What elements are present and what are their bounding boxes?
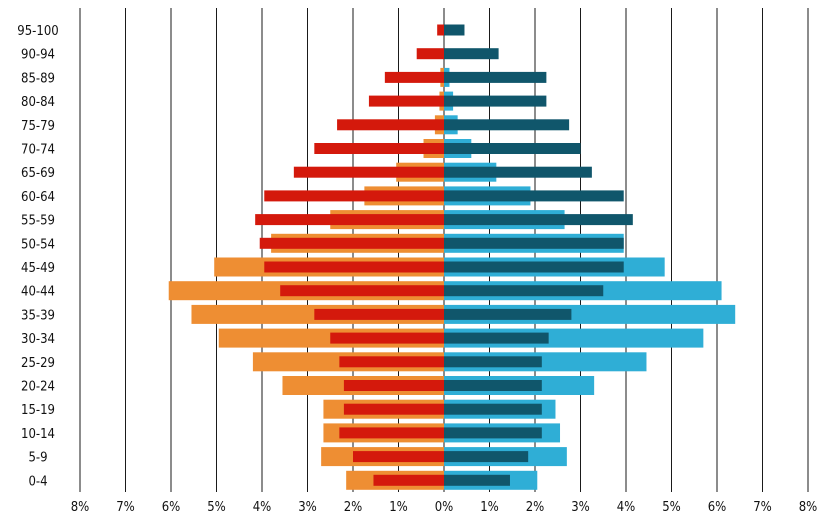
age-group-label: 35-39: [21, 308, 55, 323]
age-group-label: 75-79: [21, 119, 55, 134]
age-group-label: 5-9: [28, 451, 47, 466]
bar-right-narrow-95-100: [444, 24, 465, 36]
bar-left-narrow-75-79: [337, 119, 444, 131]
bar-right-narrow-85-89: [444, 71, 547, 83]
bar-left-narrow-45-49: [264, 261, 444, 273]
age-group-labels: 95-100 90-94 85-89 80-84 75-79 70-74 65-69 60-6…: [17, 24, 58, 489]
x-tick-label: 0%: [435, 500, 454, 515]
bar-right-narrow-20-24: [444, 380, 542, 391]
bar-left-narrow-25-29: [339, 356, 444, 368]
age-group-label: 10-14: [21, 427, 55, 442]
bar-right-narrow-45-49: [444, 261, 624, 273]
age-group-label: 65-69: [21, 166, 55, 181]
bar-right-narrow-10-14: [444, 427, 542, 439]
x-tick-label: 1%: [389, 500, 408, 515]
x-tick-label: 8%: [799, 500, 818, 515]
age-group-label: 40-44: [21, 285, 55, 300]
bar-left-narrow-80-84: [368, 95, 444, 107]
bar-right-narrow-25-29: [444, 356, 542, 368]
x-tick-label: 5%: [662, 500, 681, 515]
x-tick-label: 8%: [71, 500, 90, 515]
age-group-label: 95-100: [17, 24, 58, 39]
x-tick-label: 5%: [207, 500, 226, 515]
x-tick-label: 7%: [116, 500, 135, 515]
bar-left-narrow-60-64: [264, 190, 444, 202]
bar-left-narrow-30-34: [330, 332, 444, 344]
bar-left-narrow-70-74: [314, 143, 444, 154]
bar-left-narrow-35-39: [314, 308, 444, 320]
bar-left-narrow-0-4: [373, 474, 444, 486]
age-group-label: 25-29: [21, 356, 55, 371]
bar-right-narrow-90-94: [444, 48, 499, 60]
x-tick-label: 3%: [298, 500, 317, 515]
bar-left-narrow-5-9: [353, 451, 444, 463]
wide-bars: [168, 67, 736, 490]
x-tick-label: 2%: [526, 500, 545, 515]
x-tick-label: 6%: [162, 500, 181, 515]
bar-right-narrow-50-54: [444, 237, 624, 249]
bar-left-narrow-40-44: [280, 285, 444, 297]
bar-right-narrow-55-59: [444, 214, 633, 226]
bar-right-narrow-70-74: [444, 143, 581, 154]
x-tick-label: 1%: [480, 500, 499, 515]
bar-right-narrow-0-4: [444, 474, 510, 486]
narrow-bars: [255, 24, 633, 486]
bar-left-narrow-20-24: [343, 380, 444, 391]
bar-right-narrow-80-84: [444, 95, 547, 107]
x-axis-tick-labels: 8% 7% 6% 5% 4% 3% 2% 1% 0% 1% 2% 3% 4% 5% 6% 7% 8%: [71, 500, 818, 515]
age-group-label: 45-49: [21, 261, 55, 276]
bar-right-narrow-30-34: [444, 332, 549, 344]
x-tick-label: 4%: [617, 500, 636, 515]
bar-left-narrow-55-59: [255, 214, 444, 226]
age-group-label: 15-19: [21, 403, 55, 418]
bar-right-narrow-75-79: [444, 119, 570, 131]
x-tick-label: 7%: [753, 500, 772, 515]
bar-right-narrow-35-39: [444, 308, 572, 320]
bar-left-narrow-85-89: [384, 71, 444, 83]
x-tick-label: 2%: [344, 500, 363, 515]
age-group-label: 30-34: [21, 332, 55, 347]
age-group-label: 80-84: [21, 95, 55, 110]
age-group-label: 55-59: [21, 214, 55, 229]
age-group-label: 85-89: [21, 71, 55, 86]
bar-right-narrow-15-19: [444, 403, 542, 415]
bar-right-narrow-60-64: [444, 190, 624, 202]
x-tick-label: 6%: [708, 500, 727, 515]
bar-right-narrow-40-44: [444, 285, 604, 297]
age-group-label: 50-54: [21, 237, 55, 252]
x-tick-label: 4%: [253, 500, 272, 515]
bar-left-narrow-50-54: [259, 237, 444, 249]
age-group-label: 20-24: [21, 380, 55, 395]
bar-left-narrow-10-14: [339, 427, 444, 439]
bar-right-narrow-5-9: [444, 451, 529, 463]
x-tick-label: 3%: [571, 500, 590, 515]
bar-right-narrow-65-69: [444, 166, 592, 178]
bar-left-narrow-15-19: [343, 403, 444, 415]
age-group-label: 90-94: [21, 48, 55, 63]
age-group-label: 0-4: [28, 474, 47, 489]
bar-left-narrow-90-94: [416, 48, 444, 60]
bar-left-narrow-65-69: [293, 166, 444, 178]
bar-left-narrow-95-100: [437, 24, 444, 36]
age-group-label: 70-74: [21, 143, 55, 158]
age-group-label: 60-64: [21, 190, 55, 205]
